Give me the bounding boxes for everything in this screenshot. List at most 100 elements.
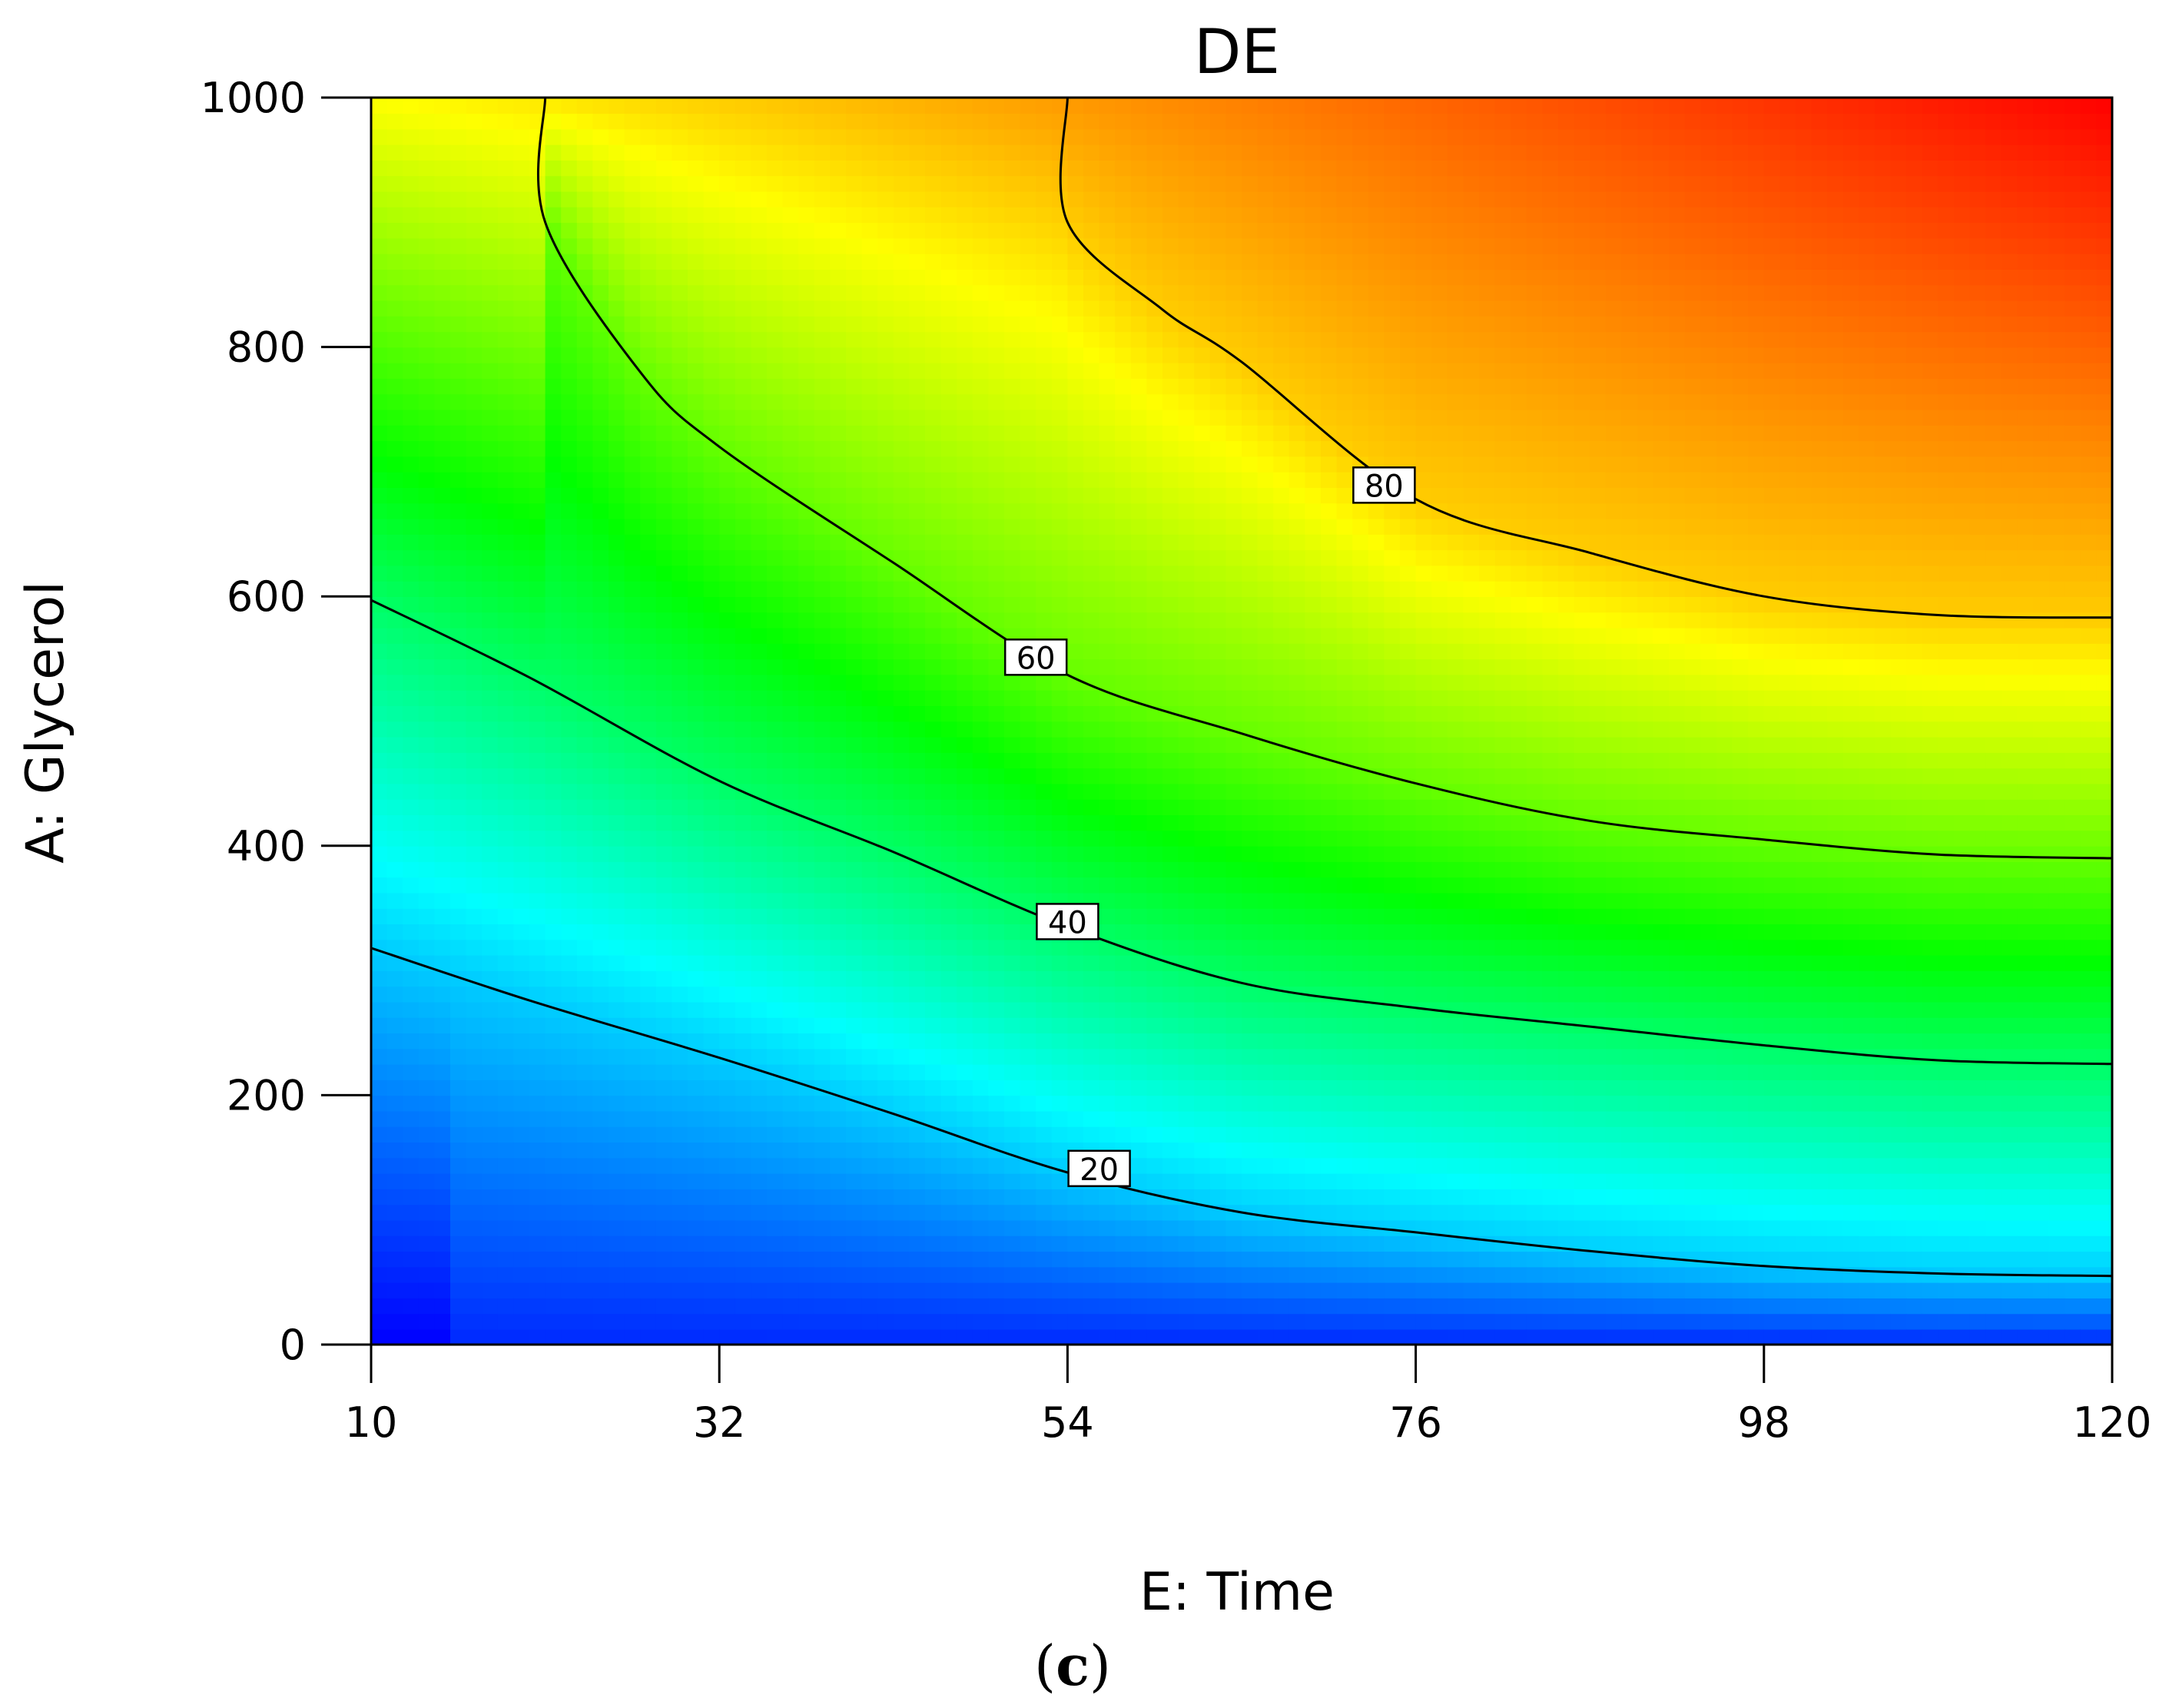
heatmap-cell (719, 409, 736, 426)
heatmap-cell (1273, 1126, 1290, 1143)
heatmap-cell (940, 1328, 957, 1345)
heatmap-cell (1336, 565, 1353, 582)
heatmap-cell (1352, 861, 1369, 878)
heatmap-cell (1288, 1172, 1306, 1189)
heatmap-cell (513, 612, 530, 628)
heatmap-cell (640, 1251, 657, 1268)
heatmap-cell (1288, 440, 1306, 457)
heatmap-cell (1099, 924, 1116, 940)
heatmap-cell (1020, 798, 1036, 816)
heatmap-cell (561, 362, 578, 379)
heatmap-cell (1004, 1095, 1021, 1112)
heatmap-cell (798, 1048, 815, 1065)
heatmap-cell (735, 1157, 752, 1174)
heatmap-cell (735, 830, 752, 847)
heatmap-cell (782, 877, 799, 894)
heatmap-cell (1257, 565, 1274, 582)
heatmap-cell (1004, 362, 1021, 379)
heatmap-cell (1099, 128, 1116, 145)
heatmap-cell (940, 596, 957, 613)
heatmap-cell (925, 783, 942, 800)
heatmap-cell (1242, 160, 1259, 177)
heatmap-cell (609, 518, 625, 535)
heatmap-cell (1004, 861, 1021, 878)
heatmap-cell (1288, 284, 1306, 301)
heatmap-cell (1288, 596, 1306, 613)
heatmap-cell (497, 752, 515, 769)
heatmap-cell (1257, 752, 1274, 769)
heatmap-cell (1178, 924, 1195, 940)
heatmap-cell (1083, 1328, 1100, 1345)
heatmap-cell (672, 861, 688, 878)
heatmap-cell (861, 689, 878, 707)
heatmap-cell (624, 347, 641, 363)
heatmap-cell (861, 736, 878, 753)
heatmap-cell (561, 1251, 578, 1268)
heatmap-cell (640, 191, 657, 207)
heatmap-cell (703, 689, 720, 707)
heatmap-cell (782, 1017, 799, 1034)
heatmap-cell (767, 1142, 784, 1159)
heatmap-cell (434, 830, 451, 847)
heatmap-cell (1336, 144, 1353, 161)
heatmap-cell (450, 1266, 467, 1283)
heatmap-cell (1257, 222, 1274, 239)
heatmap-cell (1067, 160, 1084, 177)
heatmap-cell (925, 986, 942, 1003)
heatmap-cell (1004, 471, 1021, 488)
heatmap-cell (403, 237, 420, 254)
heatmap-cell (1336, 331, 1353, 348)
heatmap-cell (1178, 596, 1195, 613)
heatmap-cell (1178, 1235, 1195, 1252)
heatmap-cell (957, 798, 973, 816)
heatmap-cell (371, 892, 388, 909)
heatmap-cell (940, 580, 957, 597)
heatmap-cell (466, 253, 483, 270)
heatmap-cell (877, 1313, 894, 1330)
heatmap-cell (1209, 1157, 1227, 1174)
heatmap-cell (846, 1266, 863, 1283)
heatmap-cell (482, 814, 499, 831)
heatmap-cell (418, 1204, 436, 1221)
heatmap-cell (1067, 798, 1084, 816)
heatmap-cell (751, 1282, 768, 1298)
heatmap-cell (513, 1033, 530, 1050)
heatmap-cell (655, 565, 673, 582)
heatmap-cell (561, 191, 578, 207)
heatmap-cell (1194, 721, 1211, 738)
heatmap-cell (545, 456, 562, 473)
heatmap-cell (655, 1110, 673, 1127)
heatmap-cell (751, 752, 768, 769)
heatmap-cell (450, 1063, 467, 1080)
heatmap-cell (482, 1189, 499, 1206)
heatmap-cell (1273, 612, 1290, 628)
heatmap-cell (1146, 1219, 1163, 1236)
heatmap-cell (609, 1313, 625, 1330)
heatmap-cell (925, 1313, 942, 1330)
heatmap-cell (846, 689, 863, 707)
heatmap-cell (688, 736, 705, 753)
heatmap-cell (893, 1235, 910, 1252)
heatmap-cell (735, 1313, 752, 1330)
heatmap-cell (1305, 1251, 1322, 1268)
heatmap-cell (798, 1142, 815, 1159)
heatmap-cell (386, 830, 403, 847)
heatmap-cell (846, 378, 863, 395)
heatmap-cell (909, 425, 926, 442)
heatmap-cell (925, 191, 942, 207)
heatmap-cell (861, 814, 878, 831)
heatmap-cell (1130, 1080, 1148, 1096)
heatmap-cell (1115, 1033, 1132, 1050)
heatmap-cell (592, 845, 609, 862)
heatmap-cell (703, 1080, 720, 1096)
heatmap-cell (1336, 1001, 1353, 1018)
heatmap-cell (735, 1142, 752, 1159)
heatmap-cell (1288, 768, 1306, 784)
heatmap-cell (466, 565, 483, 582)
heatmap-cell (1067, 1204, 1084, 1221)
heatmap-cell (1321, 113, 1338, 130)
heatmap-cell (1083, 1204, 1100, 1221)
heatmap-cell (513, 736, 530, 753)
heatmap-cell (703, 627, 720, 644)
heatmap-cell (1036, 409, 1053, 426)
